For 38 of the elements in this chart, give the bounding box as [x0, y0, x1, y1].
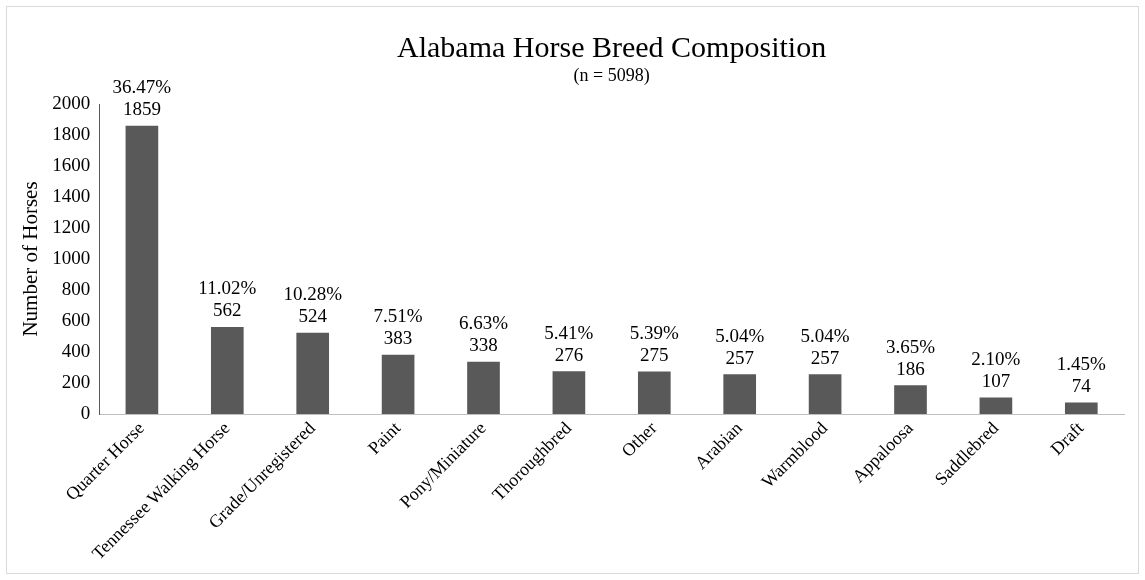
- data-label: 5.04% 257: [715, 324, 765, 368]
- bar: [979, 397, 1013, 415]
- data-label: 3.65% 186: [885, 335, 936, 379]
- y-tick-label: 400: [61, 340, 91, 362]
- y-tick-label: 800: [61, 278, 91, 300]
- bar: [125, 125, 159, 415]
- bar: [552, 371, 586, 415]
- bar: [723, 374, 757, 415]
- y-tick-label: 1800: [52, 122, 91, 144]
- chart-subtitle: (n = 5098): [573, 65, 650, 86]
- bar: [210, 326, 244, 415]
- data-label: 36.47% 1859: [112, 76, 172, 120]
- y-tick-label: 2000: [52, 91, 91, 113]
- bar: [1064, 402, 1098, 415]
- chart-title: Alabama Horse Breed Composition: [397, 30, 827, 63]
- data-label: 5.41% 276: [544, 321, 594, 365]
- y-tick-label: 1000: [52, 247, 91, 268]
- bar: [467, 361, 500, 415]
- y-tick-label: 600: [61, 309, 91, 331]
- bar: [637, 371, 671, 415]
- y-tick-label: 1200: [52, 216, 91, 237]
- bar: [381, 354, 415, 415]
- data-label: 1.45% 74: [1056, 353, 1107, 397]
- data-label: 6.63% 338: [458, 312, 509, 356]
- bar: [296, 332, 330, 415]
- data-label: 11.02% 562: [198, 277, 257, 321]
- data-label: 5.04% 257: [800, 324, 850, 368]
- y-tick-label: 1600: [52, 153, 91, 175]
- data-label: 10.28% 524: [283, 283, 343, 327]
- y-tick-label: 200: [61, 371, 91, 393]
- y-axis-title: Number of Horses: [18, 181, 43, 337]
- y-tick-label: 0: [80, 402, 91, 424]
- data-label: 2.10% 107: [971, 347, 1021, 391]
- bar: [808, 374, 842, 415]
- bar: [894, 385, 927, 415]
- data-label: 7.51% 383: [373, 305, 423, 349]
- data-label: 5.39% 275: [629, 321, 680, 365]
- y-tick-label: 1400: [52, 185, 91, 206]
